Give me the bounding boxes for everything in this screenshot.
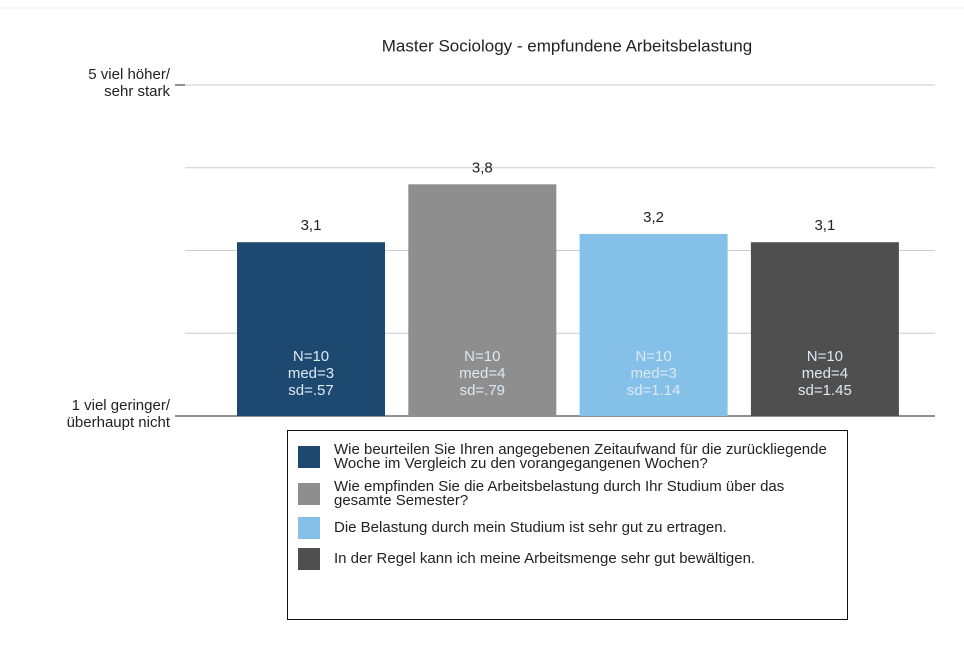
bar xyxy=(408,184,557,416)
value-label: 3,2 xyxy=(643,209,664,226)
bar xyxy=(237,242,385,416)
value-label: 3,8 xyxy=(472,159,493,176)
legend-item: Die Belastung durch mein Studium ist seh… xyxy=(298,517,837,539)
legend-swatch xyxy=(298,446,320,468)
legend-label: Wie empfinden Sie die Arbeitsbelastung d… xyxy=(334,478,785,509)
legend-swatch xyxy=(298,483,320,505)
bar-annotation: N=10 xyxy=(635,348,671,365)
bar-annotation: sd=.57 xyxy=(288,382,333,399)
y-tick-label: überhaupt nicht xyxy=(67,414,171,431)
bar-annotation: N=10 xyxy=(293,348,329,365)
bar-annotation: med=3 xyxy=(288,365,334,382)
y-tick-label: 1 viel geringer/ xyxy=(72,397,171,414)
bar-annotation: N=10 xyxy=(464,348,500,365)
legend-label: Die Belastung durch mein Studium ist seh… xyxy=(334,519,727,536)
bar-annotation: med=4 xyxy=(802,365,848,382)
legend-item: In der Regel kann ich meine Arbeitsmenge… xyxy=(298,548,837,570)
legend-swatch xyxy=(298,548,320,570)
y-tick-label: sehr stark xyxy=(104,83,170,100)
bar-annotation: med=3 xyxy=(630,365,676,382)
bar xyxy=(750,242,899,416)
legend-label: In der Regel kann ich meine Arbeitsmenge… xyxy=(334,550,756,567)
chart-title: Master Sociology - empfundene Arbeitsbel… xyxy=(382,36,752,55)
legend-item: Wie beurteilen Sie Ihren angegebenen Zei… xyxy=(298,441,837,472)
bar-annotation: sd=.79 xyxy=(460,382,505,399)
bar-annotation: sd=1.14 xyxy=(627,382,681,399)
bar-annotation: sd=1.45 xyxy=(798,382,852,399)
value-label: 3,1 xyxy=(814,217,835,234)
bar-annotation: med=4 xyxy=(459,365,505,382)
bar xyxy=(579,233,728,416)
legend-label: Wie beurteilen Sie Ihren angegebenen Zei… xyxy=(334,441,827,472)
bar-annotation: N=10 xyxy=(807,348,843,365)
legend-item: Wie empfinden Sie die Arbeitsbelastung d… xyxy=(298,478,837,509)
legend-swatch xyxy=(298,517,320,539)
y-tick-label: 5 viel höher/ xyxy=(88,66,171,83)
legend: Wie beurteilen Sie Ihren angegebenen Zei… xyxy=(287,430,848,620)
value-label: 3,1 xyxy=(301,217,322,234)
